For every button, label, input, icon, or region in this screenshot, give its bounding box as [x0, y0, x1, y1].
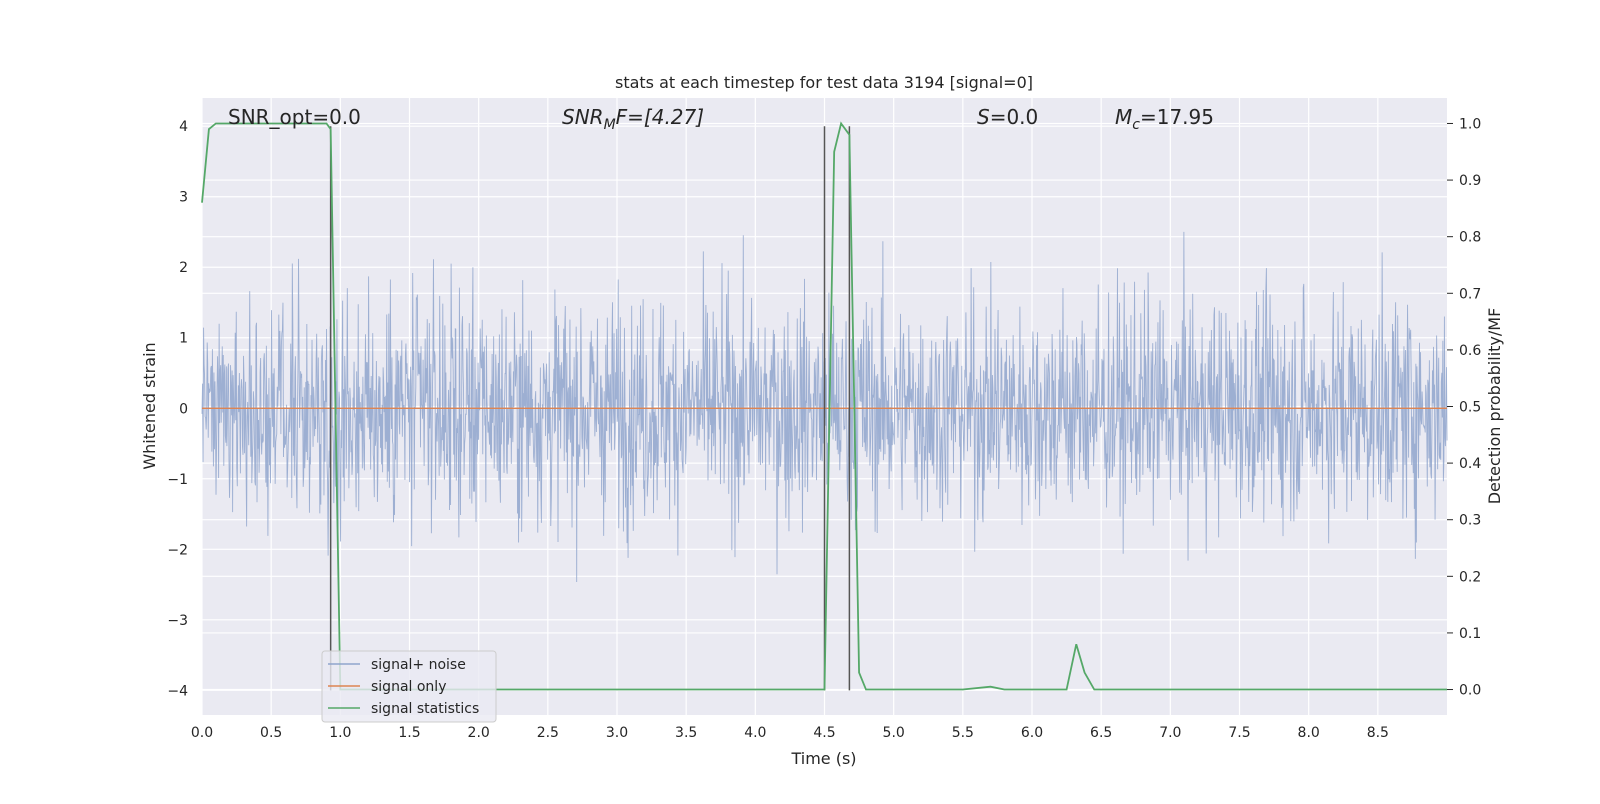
annotation-snr-mf: SNRMF=[4.27] [562, 105, 704, 133]
annotation-snr-mf-sub: M [604, 117, 616, 133]
x-tick-label: 1.5 [398, 725, 420, 741]
annotation-snr-opt: SNR_opt=0.0 [228, 105, 361, 129]
y-tick-label: 1 [179, 331, 188, 347]
annotation-mc: Mc=17.95 [1115, 105, 1214, 133]
x-tick-label: 3.0 [606, 725, 628, 741]
legend: signal+ noise signal only signal statist… [321, 650, 497, 723]
x-tick-label: 2.0 [468, 725, 490, 741]
annotation-s-rest: =0.0 [990, 105, 1039, 129]
y2-tick-label: 0.3 [1459, 513, 1481, 529]
y-tick-label: 0 [179, 401, 188, 417]
x-tick-label: 7.5 [1228, 725, 1250, 741]
legend-label-signal-only: signal only [371, 679, 446, 695]
vertical-lines [329, 126, 851, 691]
x-tick-label: 6.0 [1021, 725, 1043, 741]
x-tick-label: 5.5 [952, 725, 974, 741]
y2-tick-label: 0.5 [1459, 400, 1481, 416]
signal-statistics-series [201, 121, 1447, 691]
y2-ticks: 1.0 0.9 0.8 0.7 0.6 0.5 0.4 0.3 0.2 0.1 0.0 [1447, 116, 1481, 699]
legend-label-stats: signal statistics [371, 701, 479, 717]
y2-tick-label: 1.0 [1459, 116, 1481, 132]
annotation-s-base: S [977, 105, 990, 129]
x-tick-label: 5.0 [883, 725, 905, 741]
x-tick-label: 8.5 [1367, 725, 1389, 741]
y-axis-label: Whitened strain [140, 342, 159, 469]
annotation-mc-rest: =17.95 [1140, 105, 1214, 129]
legend-box [321, 650, 497, 723]
x-tick-label: 3.5 [675, 725, 697, 741]
chart-title: stats at each timestep for test data 319… [615, 73, 1033, 92]
annotation-s: S=0.0 [977, 105, 1038, 129]
y2-tick-label: 0.0 [1459, 683, 1481, 699]
y2-axis-label: Detection probability/MF [1485, 308, 1504, 505]
x-tick-label: 7.0 [1159, 725, 1181, 741]
annotation-snr-mf-rest: F=[4.27] [616, 105, 704, 129]
y2-tick-label: 0.1 [1459, 626, 1481, 642]
x-tick-label: 6.5 [1090, 725, 1112, 741]
x-tick-label: 4.0 [744, 725, 766, 741]
y2-tick-label: 0.6 [1459, 343, 1481, 359]
x-tick-label: 2.5 [537, 725, 559, 741]
y-tick-label: 3 [179, 190, 188, 206]
annotation-mc-base: M [1115, 105, 1132, 129]
y-ticks: 4 3 2 1 0 −1 −2 −3 −4 [167, 119, 188, 699]
y-tick-label: −4 [167, 683, 188, 699]
y2-tick-label: 0.7 [1459, 286, 1481, 302]
y2-tick-label: 0.8 [1459, 230, 1481, 246]
signal-statistics-line [201, 121, 1447, 691]
x-axis-label: Time (s) [790, 749, 856, 768]
x-tick-label: 1.0 [329, 725, 351, 741]
y2-tick-label: 0.9 [1459, 173, 1481, 189]
annotations: SNR_opt=0.0 SNRMF=[4.27] S=0.0 Mc=17.95 [228, 105, 1214, 133]
y-tick-label: −1 [167, 472, 188, 488]
x-ticks: 0.0 0.5 1.0 1.5 2.0 2.5 3.0 3.5 4.0 4.5 5.0 5.5 6.0 6… [191, 725, 1389, 741]
y-tick-label: 4 [179, 119, 188, 135]
annotation-mc-sub: c [1132, 117, 1140, 133]
y2-tick-label: 0.4 [1459, 456, 1481, 472]
y-tick-label: 2 [179, 260, 188, 276]
annotation-snr-mf-base: SNR [562, 105, 604, 129]
y-tick-label: −2 [167, 542, 188, 558]
y2-tick-label: 0.2 [1459, 569, 1481, 585]
x-tick-label: 0.0 [191, 725, 213, 741]
x-tick-label: 0.5 [260, 725, 282, 741]
x-tick-label: 4.5 [813, 725, 835, 741]
legend-label-noise: signal+ noise [371, 657, 466, 673]
x-tick-label: 8.0 [1298, 725, 1320, 741]
y-tick-label: −3 [167, 613, 188, 629]
